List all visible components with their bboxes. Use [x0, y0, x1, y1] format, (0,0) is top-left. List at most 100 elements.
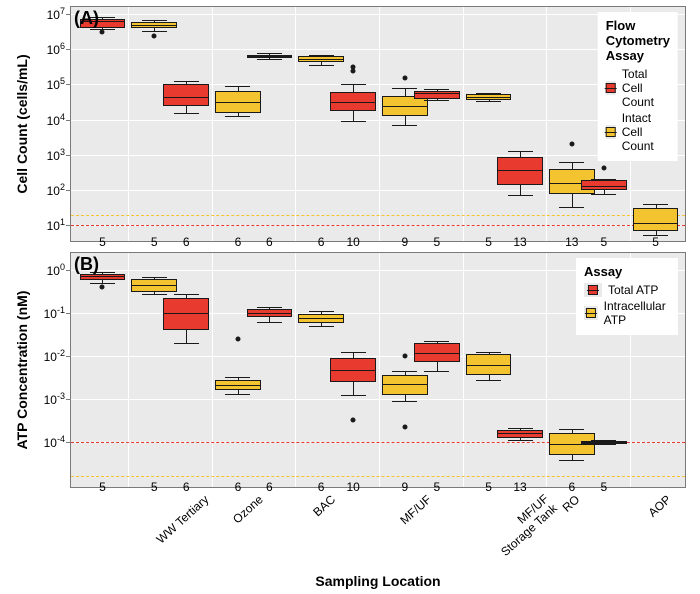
- boxplot-box: [497, 157, 543, 185]
- legend-item: Total ATP: [584, 283, 670, 297]
- gridline-v: [295, 7, 296, 241]
- boxplot-outlier: [100, 30, 105, 35]
- n-label: 5: [151, 480, 158, 494]
- n-label: 10: [346, 235, 359, 249]
- gridline-h: [71, 49, 685, 50]
- legend-title: Assay: [584, 264, 670, 279]
- boxplot-box: [163, 84, 209, 105]
- y-tick-label: 104: [47, 112, 65, 128]
- n-label: 5: [652, 235, 659, 249]
- y-tick-label: 10-1: [44, 305, 65, 321]
- x-tick-label: Ozone: [230, 492, 266, 526]
- legend-item: Intracellular ATP: [584, 299, 670, 327]
- y-tick-label: 102: [47, 182, 65, 198]
- x-tick-label: AOP: [645, 492, 673, 519]
- boxplot-outlier: [152, 33, 157, 38]
- panel-a-legend: Flow Cytometry AssayTotal Cell CountInta…: [598, 12, 678, 161]
- n-label: 6: [318, 480, 325, 494]
- gridline-v: [212, 7, 213, 241]
- y-tick-label: 103: [47, 147, 65, 163]
- boxplot-outlier: [100, 285, 105, 290]
- boxplot-median: [466, 365, 512, 366]
- boxplot-median: [581, 442, 627, 443]
- boxplot-median: [215, 102, 261, 103]
- boxplot-median: [330, 370, 376, 371]
- boxplot-median: [466, 97, 512, 98]
- boxplot-median: [330, 102, 376, 103]
- boxplot-box: [163, 298, 209, 330]
- boxplot-outlier: [351, 418, 356, 423]
- boxplot-outlier: [351, 64, 356, 69]
- x-tick-label: MF/UF: [397, 492, 434, 527]
- legend-item: Intact Cell Count: [606, 111, 670, 153]
- detection-limit-line: [71, 476, 685, 477]
- boxplot-box: [414, 91, 460, 99]
- n-label: 13: [513, 480, 526, 494]
- n-label: 5: [434, 480, 441, 494]
- boxplot-outlier: [601, 166, 606, 171]
- n-label: 5: [99, 480, 106, 494]
- n-label: 13: [565, 235, 578, 249]
- n-label: 6: [266, 235, 273, 249]
- boxplot-median: [131, 25, 177, 26]
- n-label: 6: [235, 480, 242, 494]
- n-label: 13: [513, 235, 526, 249]
- boxplot-median: [549, 444, 595, 445]
- panel-a-label: (A): [74, 8, 99, 29]
- boxplot-box: [382, 375, 428, 394]
- boxplot-median: [414, 353, 460, 354]
- gridline-v: [379, 253, 380, 487]
- gridline-h: [71, 399, 685, 400]
- boxplot-outlier: [402, 424, 407, 429]
- n-label: 6: [266, 480, 273, 494]
- gridline-v: [212, 253, 213, 487]
- boxplot-median: [414, 93, 460, 94]
- n-label: 9: [402, 235, 409, 249]
- n-label: 5: [600, 480, 607, 494]
- x-axis-title: Sampling Location: [315, 573, 440, 589]
- x-tick-label: BAC: [311, 492, 339, 519]
- n-label: 5: [485, 235, 492, 249]
- boxplot-median: [298, 59, 344, 60]
- n-label: 6: [183, 235, 190, 249]
- gridline-v: [463, 253, 464, 487]
- boxplot-median: [163, 313, 209, 314]
- gridline-v: [463, 7, 464, 241]
- gridline-v: [546, 253, 547, 487]
- y-tick-label: 106: [47, 41, 65, 57]
- y-tick-label: 10-2: [44, 348, 65, 364]
- n-label: 5: [99, 235, 106, 249]
- gridline-v: [128, 253, 129, 487]
- gridline-h: [71, 155, 685, 156]
- detection-limit-line: [71, 215, 685, 216]
- boxplot-median: [497, 433, 543, 434]
- boxplot-box: [633, 208, 679, 230]
- boxplot-median: [247, 313, 293, 314]
- boxplot-median: [215, 385, 261, 386]
- detection-limit-line: [71, 225, 685, 226]
- panel-a-y-title: Cell Count (cells/mL): [14, 54, 30, 193]
- x-tick-label: RO: [560, 492, 583, 514]
- n-label: 6: [235, 235, 242, 249]
- n-label: 6: [318, 235, 325, 249]
- boxplot-median: [80, 276, 126, 277]
- y-tick-label: 100: [47, 262, 65, 278]
- y-tick-label: 105: [47, 76, 65, 92]
- n-label: 5: [485, 480, 492, 494]
- boxplot-median: [298, 318, 344, 319]
- boxplot-outlier: [402, 76, 407, 81]
- y-tick-label: 10-3: [44, 391, 65, 407]
- boxplot-median: [163, 97, 209, 98]
- panel-b-legend: Assay Total ATP Intracellular ATP: [576, 258, 678, 335]
- n-label: 5: [151, 235, 158, 249]
- boxplot-outlier: [235, 336, 240, 341]
- legend-item-label: Total ATP: [608, 283, 658, 297]
- boxplot-median: [581, 186, 627, 187]
- gridline-v: [128, 7, 129, 241]
- gridline-h: [71, 120, 685, 121]
- legend-title: Flow Cytometry Assay: [606, 18, 670, 63]
- gridline-h: [71, 356, 685, 357]
- figure: 10110210310410510610755666610955131355 (…: [0, 0, 700, 594]
- gridline-v: [379, 7, 380, 241]
- x-tick-label: WW Tertiary: [154, 492, 212, 546]
